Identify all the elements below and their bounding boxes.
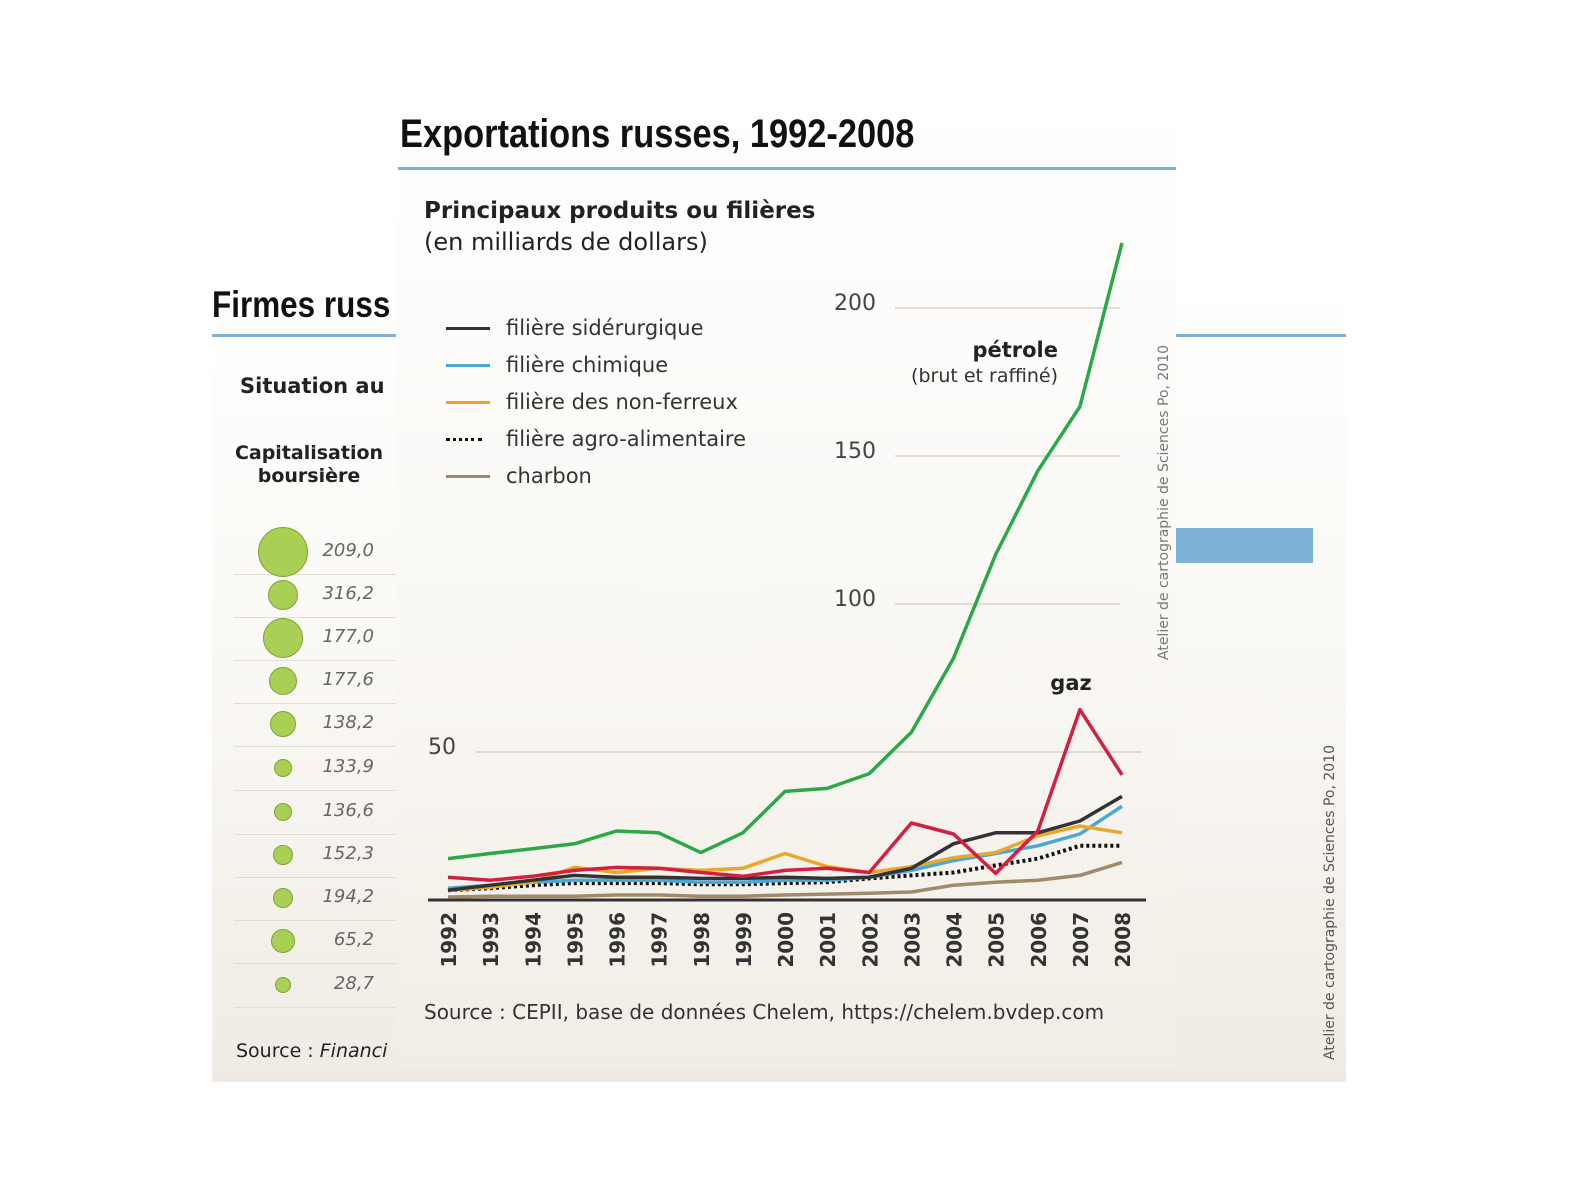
chart-title: Exportations russes, 1992-2008 xyxy=(400,112,915,156)
legend-swatch xyxy=(446,437,482,441)
x-tick-label: 2003 xyxy=(900,912,924,968)
x-tick-label: 1999 xyxy=(732,912,756,968)
annotation-petrole-sub: (brut et raffiné) xyxy=(911,365,1058,387)
bubble-row-divider xyxy=(234,920,404,921)
capitalisation-bubble xyxy=(273,888,293,908)
title-rule xyxy=(398,167,1176,170)
source-label: Source : xyxy=(236,1040,320,1062)
x-tick-label: 2004 xyxy=(943,912,967,968)
capitalisation-value: 133,9 xyxy=(322,756,374,777)
capitalisation-value: 138,2 xyxy=(322,712,374,733)
x-tick-label: 1995 xyxy=(563,912,587,968)
bubble-row-divider xyxy=(234,790,404,791)
series-line-fili-re-chimique xyxy=(447,804,1123,890)
back-panel-title: Firmes russ xyxy=(212,284,391,325)
bubble-row-divider xyxy=(234,963,404,964)
legend-label: filière des non-ferreux xyxy=(506,390,738,414)
capitalisation-value: 152,3 xyxy=(322,843,374,864)
legend-swatch xyxy=(446,363,490,367)
capitalisation-bubble xyxy=(268,580,298,610)
legend-swatch xyxy=(446,326,490,330)
capitalisation-value: 177,0 xyxy=(322,626,374,647)
x-tick-label: 1994 xyxy=(521,912,545,968)
x-tick-label: 2008 xyxy=(1111,912,1135,968)
legend-item: filière sidérurgique xyxy=(446,313,704,343)
x-tick-label: 2005 xyxy=(985,912,1009,968)
capitalisation-bubble xyxy=(258,527,308,577)
front-panel-exportations: Exportations russes, 1992-2008 Principau… xyxy=(396,100,1176,1066)
capitalisation-bubble xyxy=(263,618,303,658)
capitalisation-value: 194,2 xyxy=(322,886,374,907)
back-panel-subtitle: Situation au xyxy=(240,374,385,398)
cap-label-line1: Capitalisation xyxy=(234,442,384,464)
chart-subtitle: Principaux produits ou filières xyxy=(424,198,816,224)
series-line-charbon xyxy=(447,860,1123,899)
capitalisation-bubble xyxy=(271,929,295,953)
bubble-row-divider xyxy=(234,574,404,575)
bubble-row-divider xyxy=(234,617,404,618)
x-tick-label: 1998 xyxy=(690,912,714,968)
bubble-row-divider xyxy=(234,660,404,661)
chart-unit: (en milliards de dollars) xyxy=(424,228,708,256)
y-tick-label: 100 xyxy=(834,587,876,612)
legend-label: charbon xyxy=(506,464,592,488)
legend-item: filière agro-alimentaire xyxy=(446,424,746,454)
bubble-row-divider xyxy=(234,746,404,747)
annotation-petrole: pétrole xyxy=(972,338,1058,362)
legend-swatch xyxy=(446,400,490,404)
x-tick-label: 2001 xyxy=(816,912,840,968)
capitalisation-value: 209,0 xyxy=(322,540,374,561)
x-tick-label: 1993 xyxy=(479,912,503,968)
bubble-row-divider xyxy=(234,1007,404,1008)
capitalisation-label: Capitalisation boursière xyxy=(234,442,384,488)
annotation-gaz: gaz xyxy=(1050,671,1091,695)
x-tick-label: 1992 xyxy=(437,912,461,968)
bubble-row-divider xyxy=(234,703,404,704)
capitalisation-bubble xyxy=(274,803,292,821)
x-tick-label: 1996 xyxy=(606,912,630,968)
legend-item: filière chimique xyxy=(446,350,668,380)
capitalisation-value: 136,6 xyxy=(322,800,374,821)
capitalisation-bubble xyxy=(273,845,293,865)
capitalisation-bubble xyxy=(275,977,291,993)
source-value: Financi xyxy=(319,1040,388,1062)
capitalisation-value: 65,2 xyxy=(333,929,374,950)
capitalisation-bubble xyxy=(269,667,297,695)
legend-swatch xyxy=(446,474,490,478)
chart-source: Source : CEPII, base de données Chelem, … xyxy=(424,1000,1105,1024)
bubble-row-divider xyxy=(234,877,404,878)
capitalisation-value: 177,6 xyxy=(322,669,374,690)
series-line-p-trole xyxy=(447,242,1124,861)
x-tick-label: 1997 xyxy=(648,912,672,968)
cap-label-line2: boursière xyxy=(257,465,361,487)
series-line-gaz xyxy=(447,707,1124,882)
back-source: Source : Financi xyxy=(236,1040,387,1062)
series-line-fili-re-agro-alimentaire xyxy=(447,843,1122,893)
capitalisation-bubble xyxy=(270,711,296,737)
series-line-fili-re-sid-rurgique xyxy=(447,794,1123,892)
legend-label: filière agro-alimentaire xyxy=(506,427,747,451)
y-tick-label: 50 xyxy=(428,735,456,760)
capitalisation-bubble xyxy=(274,759,292,777)
x-tick-label: 2000 xyxy=(774,912,798,968)
legend-item: charbon xyxy=(446,461,592,491)
legend-label: filière chimique xyxy=(506,353,669,377)
y-tick-label: 200 xyxy=(834,291,876,316)
x-tick-label: 2006 xyxy=(1027,912,1051,968)
capitalisation-value: 28,7 xyxy=(333,973,374,994)
legend-label: filière sidérurgique xyxy=(506,316,704,340)
blue-bar xyxy=(1176,528,1313,563)
legend-item: filière des non-ferreux xyxy=(446,387,738,417)
x-tick-label: 2007 xyxy=(1069,912,1093,968)
y-tick-label: 150 xyxy=(834,439,876,464)
x-tick-label: 2002 xyxy=(858,912,882,968)
capitalisation-value: 316,2 xyxy=(322,583,374,604)
bubble-row-divider xyxy=(234,834,404,835)
